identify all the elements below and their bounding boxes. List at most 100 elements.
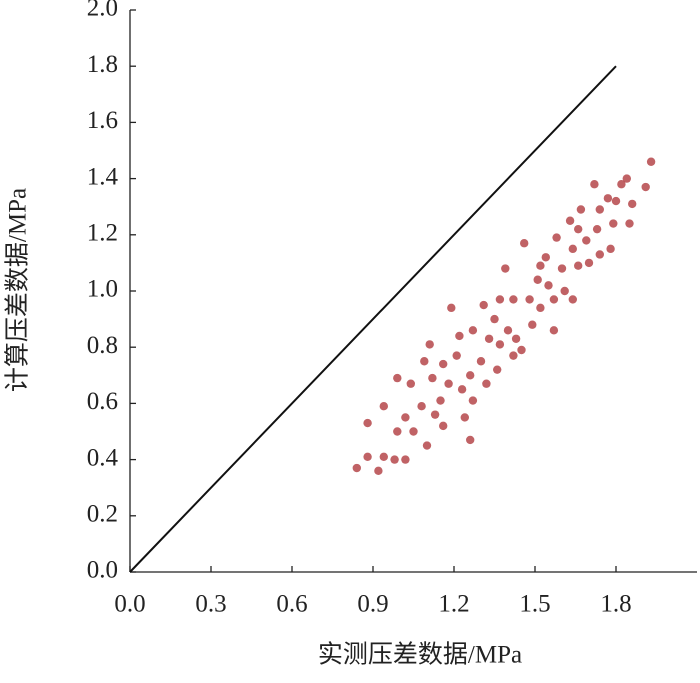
scatter-point: [617, 180, 626, 189]
scatter-point: [625, 219, 634, 228]
x-tick-label: 0.0: [114, 591, 145, 618]
y-tick-label: 2.0: [87, 0, 118, 22]
scatter-point: [428, 373, 437, 383]
scatter-point: [565, 216, 575, 225]
scatter-point: [374, 466, 383, 476]
scatter-point: [444, 379, 453, 388]
x-tick-label: 0.9: [357, 591, 388, 618]
y-tick-label: 1.6: [87, 107, 118, 134]
scatter-point: [557, 264, 567, 273]
reference-line: [129, 65, 617, 573]
scatter-point: [439, 359, 448, 369]
scatter-point: [520, 239, 529, 248]
scatter-point: [536, 303, 545, 313]
scatter-point: [409, 427, 418, 436]
scatter-point: [422, 441, 432, 450]
y-tick-label: 1.8: [87, 51, 118, 78]
scatter-point: [495, 340, 505, 349]
scatter-point: [595, 250, 604, 259]
scatter-point: [495, 295, 505, 304]
scatter-point: [460, 413, 469, 422]
scatter-point: [406, 379, 415, 388]
scatter-point: [439, 421, 448, 431]
scatter-point: [417, 402, 426, 411]
scatter-point: [511, 334, 521, 343]
y-tick-label: 0.4: [87, 444, 119, 471]
scatter-point: [595, 205, 604, 214]
scatter-point: [484, 334, 494, 343]
scatter-point: [476, 357, 486, 366]
y-tick-label: 0.2: [87, 501, 118, 528]
x-tick-label: 0.3: [195, 591, 226, 618]
scatter-point: [611, 196, 621, 206]
scatter-point: [628, 199, 637, 209]
scatter-point: [363, 452, 372, 461]
x-tick-label: 1.8: [600, 591, 631, 618]
scatter-point: [582, 236, 591, 245]
scatter-point: [425, 340, 434, 349]
scatter-point: [544, 281, 553, 290]
scatter-point: [379, 402, 388, 411]
scatter-point: [549, 295, 559, 304]
scatter-point: [568, 295, 577, 304]
scatter-point: [379, 452, 388, 461]
scatter-point: [501, 264, 510, 273]
scatter-point: [390, 455, 399, 464]
scatter-point: [468, 326, 478, 335]
scatter-point: [490, 314, 499, 324]
scatter-point: [452, 351, 461, 360]
scatter-point: [482, 379, 491, 388]
scatter-point: [525, 295, 534, 304]
x-tick-label: 0.6: [276, 591, 307, 618]
scatter-point: [568, 244, 577, 254]
scatter-point: [466, 435, 475, 445]
scatter-point: [574, 261, 583, 270]
scatter-point: [606, 244, 615, 254]
scatter-point: [401, 455, 410, 464]
scatter-point: [541, 253, 550, 262]
scatter-point: [503, 326, 513, 335]
scatter-point: [363, 418, 372, 428]
scatter-point: [517, 345, 526, 355]
scatter-point: [552, 233, 561, 242]
y-tick-label: 1.2: [87, 220, 118, 247]
scatter-point: [646, 157, 656, 166]
scatter-point: [576, 205, 586, 214]
scatter-point: [622, 174, 631, 183]
scatter-point: [393, 373, 402, 383]
scatter-point: [430, 410, 440, 419]
scatter-point: [457, 385, 467, 394]
scatter-point: [393, 427, 402, 436]
scatter-point: [401, 413, 410, 422]
scatter-point: [603, 194, 613, 203]
scatter-point: [549, 326, 559, 335]
x-axis-label: 实测压差数据/MPa: [318, 641, 522, 669]
y-tick-label: 0.8: [87, 332, 118, 359]
scatter-point: [447, 303, 456, 313]
scatter-point: [609, 219, 618, 228]
scatter-point: [584, 258, 594, 268]
scatter-point: [420, 357, 429, 366]
scatter-point: [641, 182, 650, 192]
scatter-point: [509, 351, 518, 360]
x-tick-label: 1.5: [519, 591, 550, 618]
scatter-point: [352, 463, 361, 473]
scatter-point: [479, 300, 488, 310]
scatter-point: [528, 320, 537, 329]
y-tick-label: 1.4: [87, 163, 119, 190]
y-tick-label: 0.6: [87, 388, 118, 415]
scatter-point: [533, 275, 542, 284]
scatter-point: [466, 371, 475, 380]
scatter-point: [493, 365, 502, 374]
scatter-point: [509, 295, 518, 304]
scatter-point: [468, 396, 478, 405]
scatter-point: [560, 286, 569, 296]
scatter-point: [436, 396, 445, 405]
scatter-point: [592, 224, 602, 234]
y-tick-label: 1.0: [87, 276, 118, 303]
scatter-point: [536, 261, 545, 270]
scatter-point: [574, 224, 583, 234]
x-tick-label: 1.2: [438, 591, 469, 618]
scatter-point: [590, 180, 599, 189]
